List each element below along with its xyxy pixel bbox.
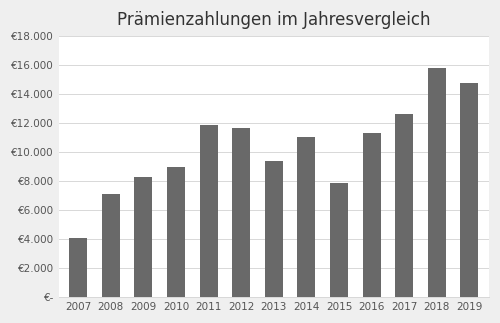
Bar	[362, 133, 380, 297]
Bar	[298, 137, 316, 297]
Bar	[330, 183, 348, 297]
Bar	[265, 161, 283, 297]
Bar	[428, 68, 446, 297]
Bar	[167, 167, 185, 297]
Bar	[395, 114, 413, 297]
Bar	[70, 238, 87, 297]
Bar	[102, 194, 120, 297]
Title: Prämienzahlungen im Jahresvergleich: Prämienzahlungen im Jahresvergleich	[117, 11, 430, 29]
Bar	[200, 125, 218, 297]
Bar	[460, 83, 478, 297]
Bar	[134, 177, 152, 297]
Bar	[232, 128, 250, 297]
